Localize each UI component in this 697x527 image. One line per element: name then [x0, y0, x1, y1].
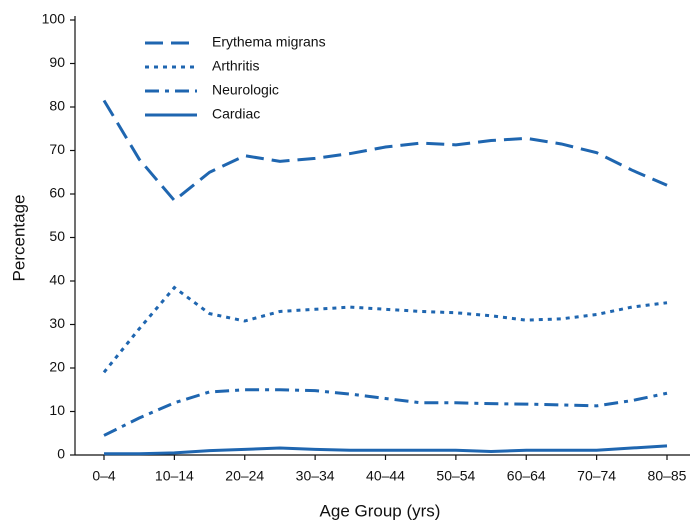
y-tick-label: 0 — [57, 446, 65, 462]
legend-label: Neurologic — [212, 82, 279, 98]
x-tick-label: 80–85 — [648, 468, 687, 484]
y-tick-label: 40 — [49, 272, 65, 288]
y-tick-label: 90 — [49, 54, 65, 70]
y-tick-label: 70 — [49, 141, 65, 157]
y-tick-label: 30 — [49, 315, 65, 331]
legend-label: Cardiac — [212, 106, 260, 122]
legend-label: Arthritis — [212, 58, 259, 74]
y-tick-label: 80 — [49, 98, 65, 114]
x-tick-label: 60–64 — [507, 468, 546, 484]
legend-label: Erythema migrans — [212, 34, 326, 50]
x-axis-label: Age Group (yrs) — [320, 501, 441, 520]
y-tick-label: 100 — [42, 11, 66, 27]
x-tick-label: 0–4 — [92, 468, 116, 484]
y-axis-label: Percentage — [9, 195, 28, 282]
x-tick-label: 30–34 — [296, 468, 335, 484]
y-tick-label: 10 — [49, 402, 65, 418]
x-tick-label: 70–74 — [577, 468, 616, 484]
y-tick-label: 20 — [49, 359, 65, 375]
series-line — [102, 99, 668, 203]
x-tick-label: 20–24 — [225, 468, 264, 484]
series-line — [102, 285, 668, 374]
series-line — [103, 388, 668, 437]
y-tick-label: 50 — [49, 228, 65, 244]
series-line — [104, 444, 668, 456]
x-tick-label: 50–54 — [436, 468, 475, 484]
y-tick-label: 60 — [49, 185, 65, 201]
x-tick-label: 40–44 — [366, 468, 405, 484]
x-tick-label: 10–14 — [155, 468, 194, 484]
